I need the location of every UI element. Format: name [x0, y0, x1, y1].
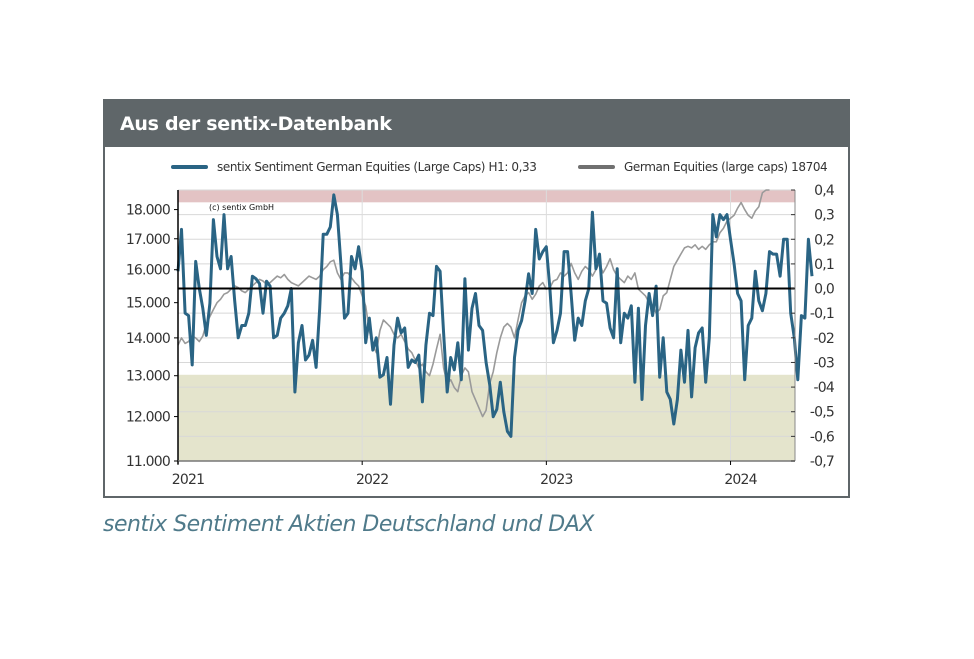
- legend-item-sentiment: sentix Sentiment German Equities (Large …: [171, 160, 537, 174]
- legend-label-equities: German Equities (large caps) 18704: [624, 160, 828, 174]
- right-axis-tick-label: 0,1: [814, 257, 834, 273]
- right-axis-tick-label: -0,1: [810, 306, 834, 322]
- panel-title: Aus der sentix-Datenbank: [120, 113, 392, 135]
- right-axis-tick-label: 0,0: [814, 282, 834, 298]
- right-axis-tick-label: -0,6: [810, 429, 835, 445]
- panel-header: Aus der sentix-Datenbank: [105, 101, 848, 147]
- right-axis-tick-label: -0,7: [810, 454, 834, 470]
- left-axis-tick-label: 12.000: [126, 410, 170, 426]
- left-axis-tick-label: 17.000: [126, 232, 170, 248]
- legend-swatch-sentiment: [171, 165, 208, 169]
- left-axis-tick-label: 16.000: [126, 263, 170, 279]
- right-axis-tick-label: 0,2: [814, 232, 834, 248]
- right-axis-tick-label: -04: [814, 380, 835, 396]
- right-axis-tick-label: -02: [814, 331, 834, 347]
- left-axis-tick-label: 13.000: [126, 369, 170, 385]
- right-axis-tick-label: -03: [814, 355, 834, 371]
- overheated-band: [178, 190, 795, 203]
- legend-swatch-equities: [578, 165, 615, 169]
- equities-series-line: [177, 189, 770, 418]
- right-axis-tick-label: 0,3: [814, 208, 834, 224]
- x-axis-tick-label: 2022: [356, 472, 388, 488]
- figure-caption: sentix Sentiment Aktien Deutschland und …: [103, 512, 594, 537]
- left-axis-tick-label: 14.000: [126, 331, 170, 347]
- sentiment-series-line: [176, 193, 814, 438]
- x-axis-tick-label: 2021: [172, 472, 204, 488]
- x-axis-tick-label: 2023: [540, 472, 572, 488]
- left-axis-tick-label: 18.000: [126, 203, 170, 219]
- left-axis-tick-label: 11.000: [126, 454, 170, 470]
- legend-label-sentiment: sentix Sentiment German Equities (Large …: [217, 160, 537, 174]
- right-axis-tick-label: 0,4: [814, 183, 835, 199]
- right-axis-tick-label: -0,5: [810, 405, 834, 421]
- legend-item-equities: German Equities (large caps) 18704: [578, 160, 828, 174]
- left-axis-tick-label: 15.000: [126, 296, 170, 312]
- oversold-band: [178, 374, 795, 461]
- x-axis-tick-label: 2024: [724, 472, 757, 488]
- copyright-label: (c) sentix GmbH: [209, 203, 274, 212]
